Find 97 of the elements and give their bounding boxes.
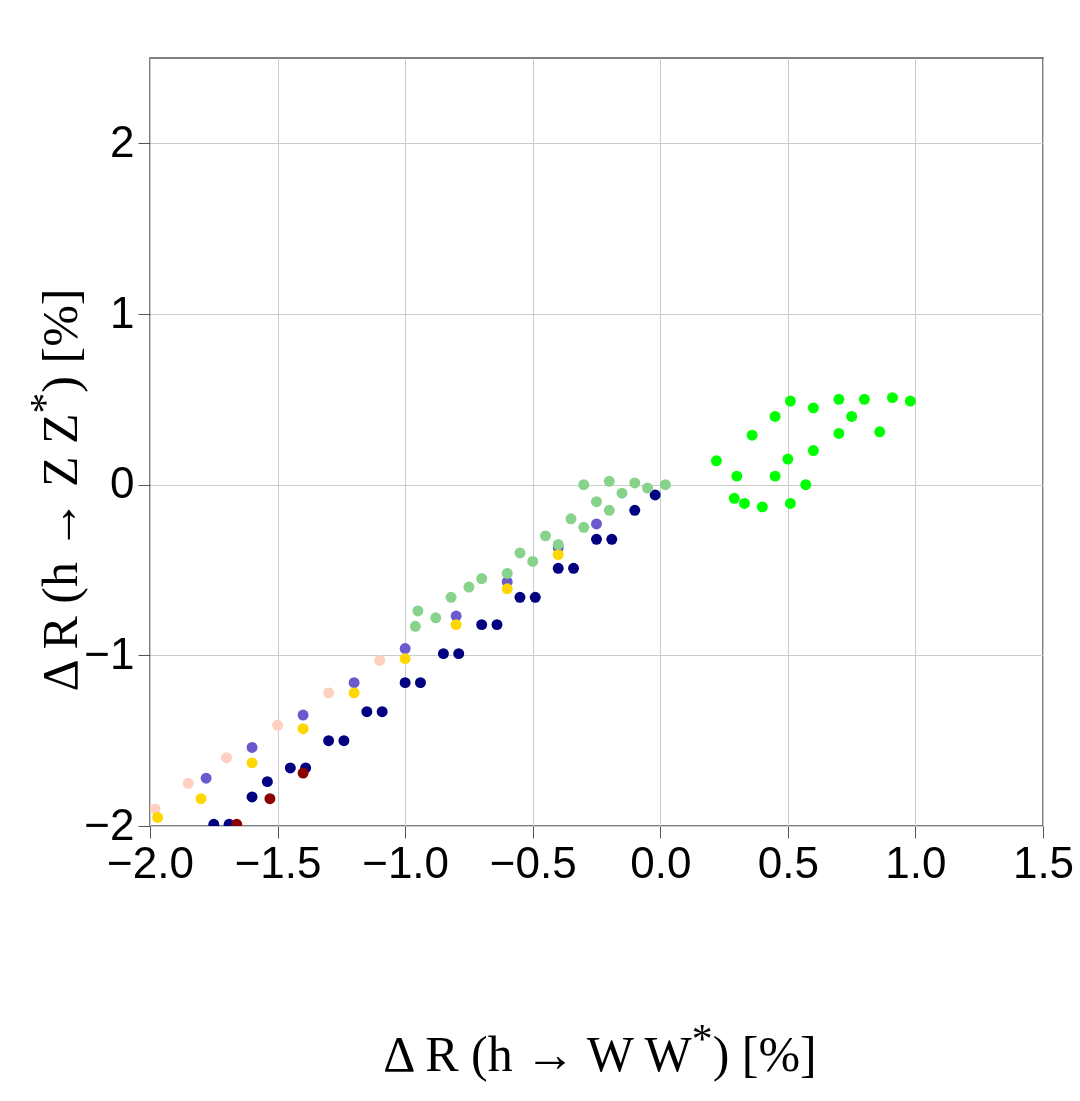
point [591,518,602,530]
point [769,470,781,482]
point [501,583,513,595]
point [629,504,641,516]
point [784,395,796,407]
point [629,477,641,489]
point [376,706,388,718]
point [399,653,411,665]
point [246,757,258,769]
point [246,742,258,753]
point [552,562,564,574]
point [784,497,796,509]
point [833,393,845,405]
point [374,654,386,666]
point [552,538,564,550]
point [886,392,898,404]
y-tick-label: 2 [110,116,135,166]
point [846,410,858,422]
point [182,777,194,789]
point [348,677,360,689]
point [284,762,296,774]
point [491,619,503,631]
point [338,735,350,747]
point [514,547,526,559]
point [152,812,164,823]
point [246,791,258,803]
point [710,455,722,467]
x-tick-label: −1.5 [234,837,322,887]
point [261,776,273,788]
point [272,719,284,731]
point [348,687,360,699]
point [323,735,335,747]
point [833,428,845,439]
point [412,605,424,617]
point [756,501,768,513]
point [430,612,442,624]
point [323,687,335,699]
point [450,619,462,631]
point [445,591,457,603]
point [807,402,819,414]
point [782,453,794,465]
x-tick-label: 0.5 [757,837,819,887]
point [195,793,207,805]
point [616,487,628,499]
point [659,479,671,491]
point [297,767,309,779]
point [578,479,590,491]
point [361,706,373,718]
point [476,573,488,584]
point [746,429,758,441]
point [501,567,513,579]
point [769,410,781,422]
point [578,521,590,533]
point [739,497,750,509]
point [904,395,916,407]
point [731,470,743,482]
point [529,591,541,603]
point [603,504,615,516]
point [200,772,212,784]
point [476,619,488,631]
y-tick-label: 0 [110,458,135,508]
x-tick-label: −0.5 [489,837,577,887]
point [800,479,812,491]
point [463,581,475,593]
point [527,556,539,567]
point [399,643,411,654]
point [565,513,577,525]
y-tick-label: 1 [110,287,135,337]
point [858,393,870,405]
point [297,723,309,735]
point [603,475,615,487]
point [606,533,618,545]
point [591,496,602,508]
point [414,677,426,689]
point [409,620,421,632]
point [642,482,654,494]
point [568,562,580,574]
x-tick-label: 0.0 [630,837,692,887]
point [539,530,551,542]
point [264,793,276,805]
point [453,648,465,660]
point [552,549,564,561]
x-axis-title: Δ R (h → W W$^{*}$) [%] [383,1015,817,1083]
point [591,533,602,545]
point [874,426,886,438]
point [728,492,740,504]
x-tick-label: −1.0 [362,837,450,887]
x-tick-label: 1.5 [1012,837,1075,887]
point [399,677,411,689]
point [807,445,819,456]
point [437,648,449,660]
x-tick-label: 1.0 [885,837,947,887]
point [297,709,309,721]
y-tick-label: −1 [84,628,135,678]
point [514,591,526,603]
point [221,752,233,764]
point [649,489,661,501]
